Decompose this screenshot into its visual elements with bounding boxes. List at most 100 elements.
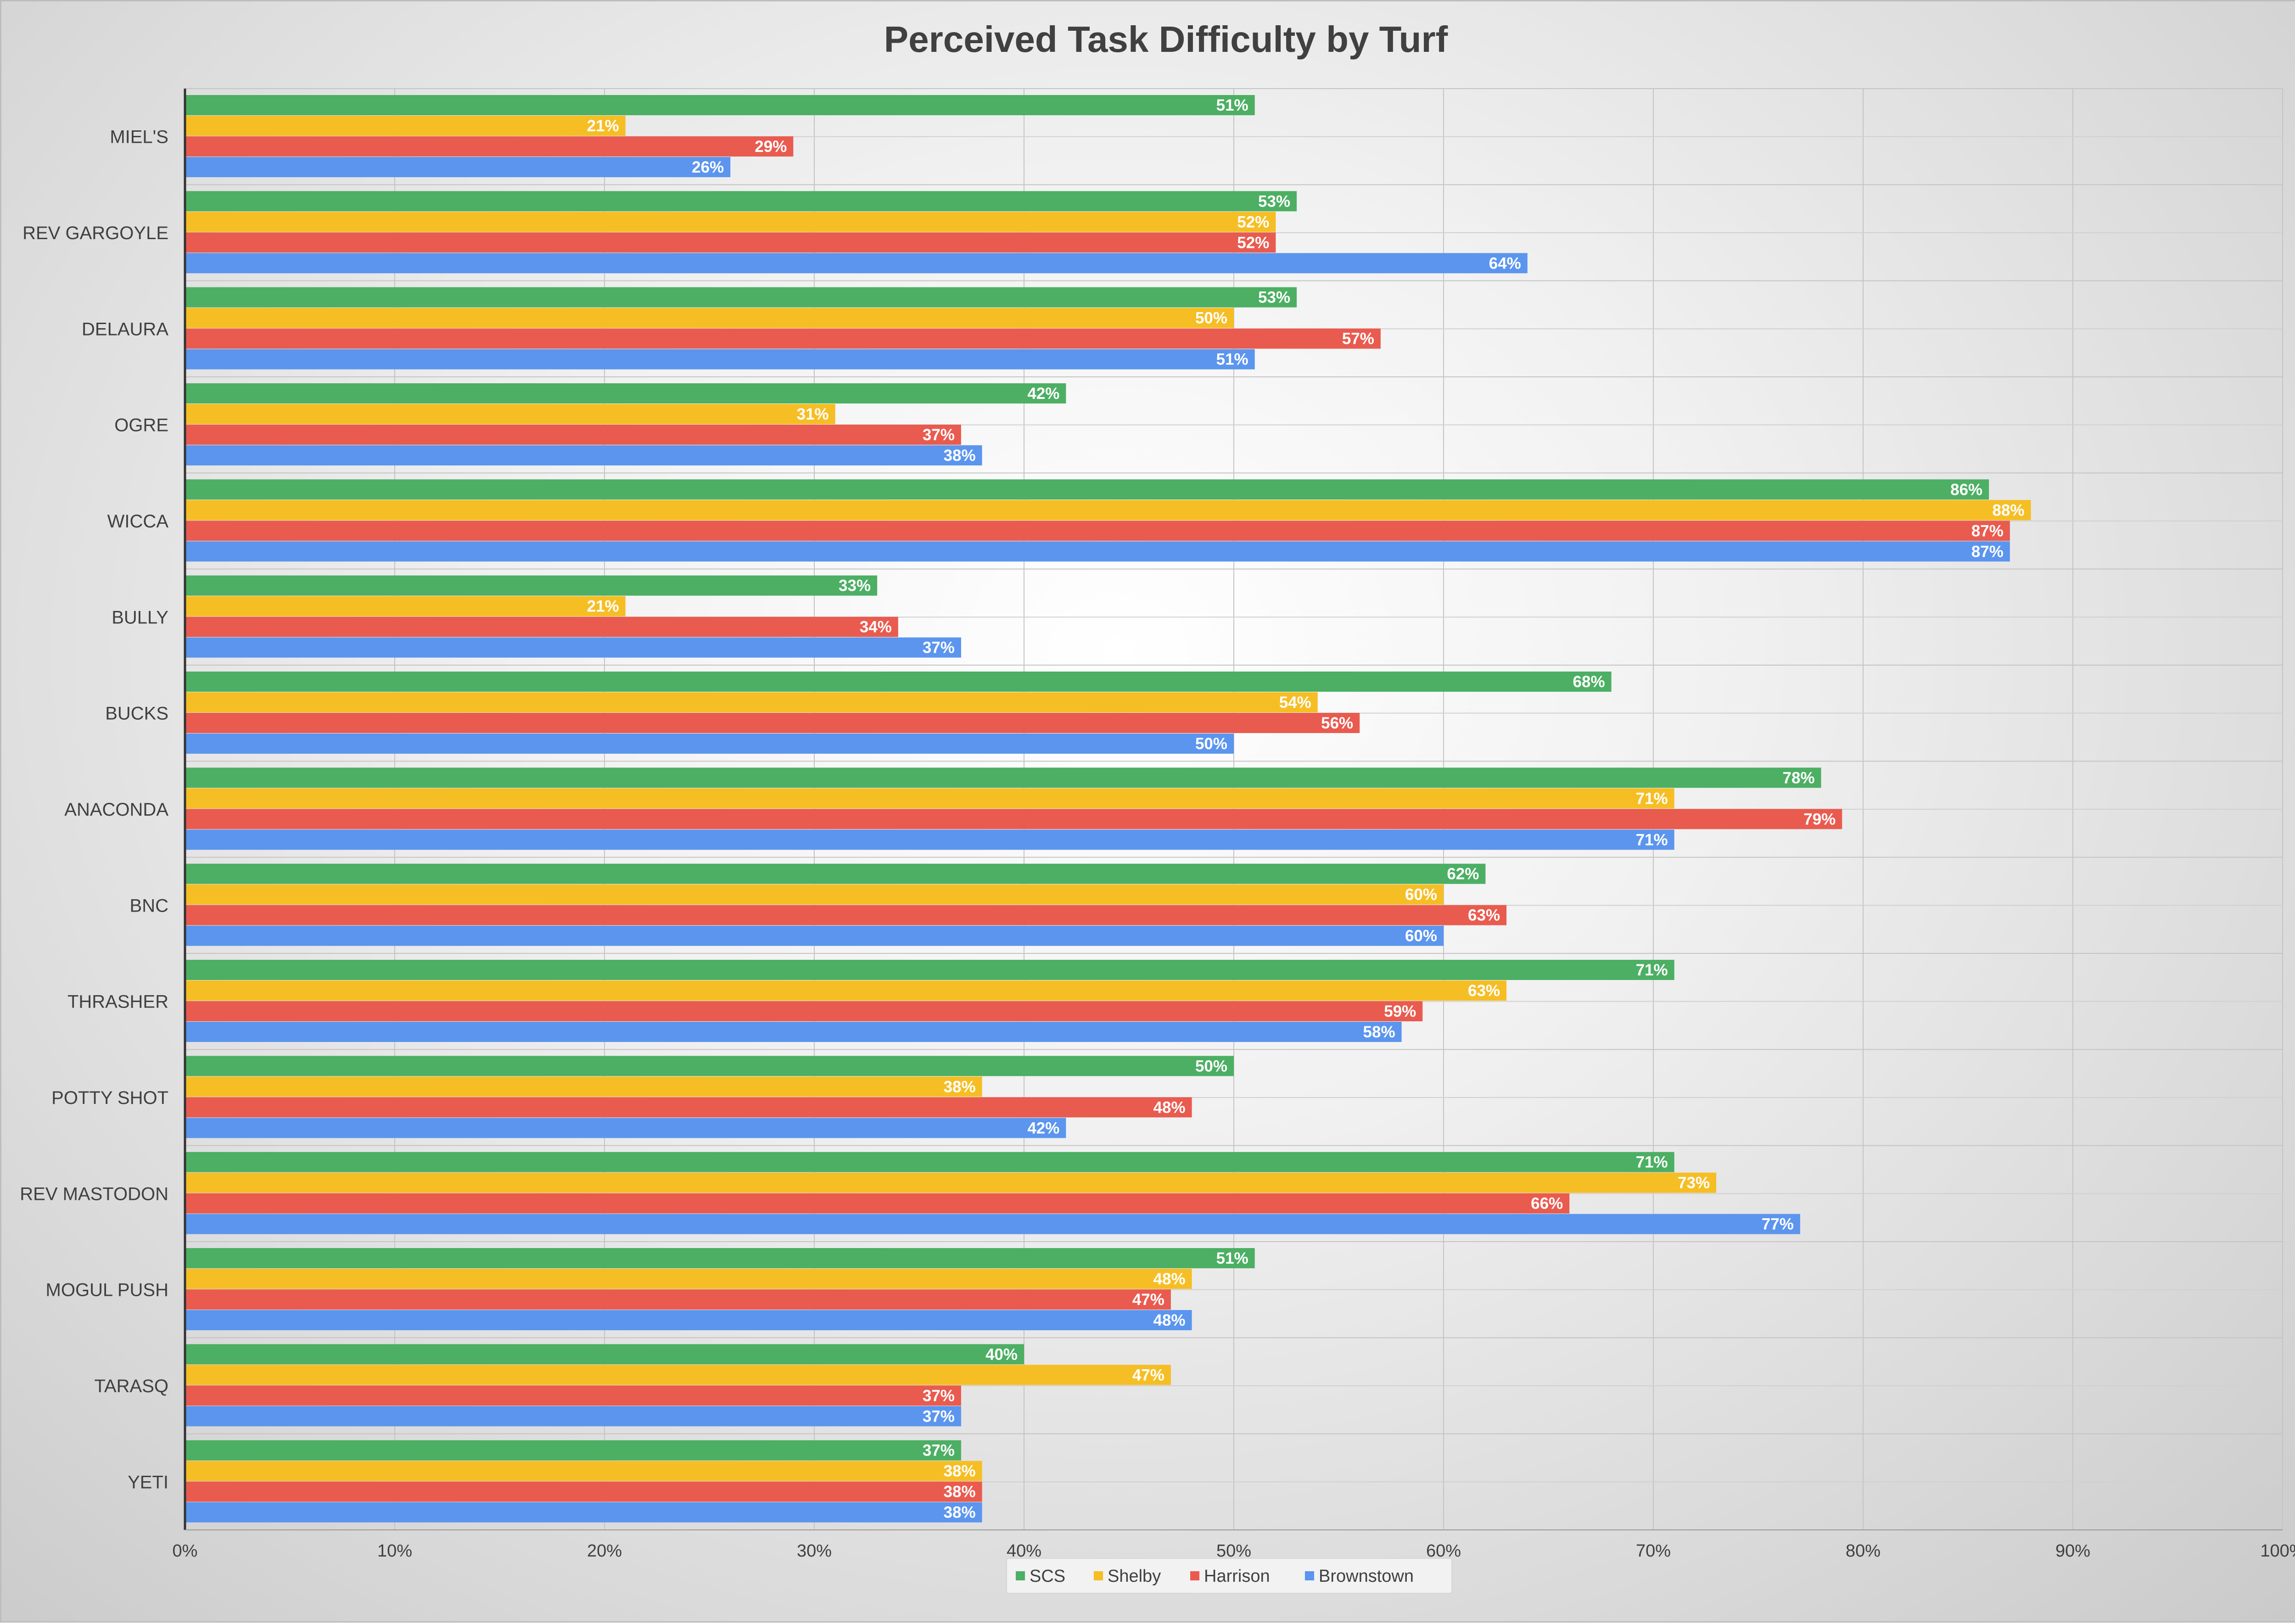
- bar-brownstown[interactable]: [185, 445, 982, 465]
- data-label: 21%: [587, 117, 619, 135]
- data-label: 71%: [1636, 961, 1668, 979]
- bar-scs[interactable]: [185, 383, 1066, 403]
- bar-harrison[interactable]: [185, 809, 1842, 829]
- bar-shelby[interactable]: [185, 308, 1234, 328]
- data-label: 71%: [1636, 790, 1668, 807]
- bar-harrison[interactable]: [185, 905, 1507, 925]
- data-label: 59%: [1384, 1002, 1416, 1020]
- data-label: 26%: [692, 158, 724, 176]
- data-label: 47%: [1132, 1366, 1164, 1384]
- bar-brownstown[interactable]: [185, 637, 961, 658]
- legend-label-brownstown[interactable]: Brownstown: [1319, 1567, 1414, 1586]
- bars: [185, 95, 2031, 1523]
- bar-scs[interactable]: [185, 191, 1297, 212]
- bar-harrison[interactable]: [185, 1001, 1423, 1021]
- bar-shelby[interactable]: [185, 500, 2031, 521]
- bar-harrison[interactable]: [185, 1289, 1171, 1310]
- legend[interactable]: SCS Shelby Harrison Brownstown: [1006, 1558, 1452, 1594]
- bar-shelby[interactable]: [185, 1365, 1171, 1385]
- bar-scs[interactable]: [185, 95, 1255, 115]
- bar-harrison[interactable]: [185, 425, 961, 445]
- bar-shelby[interactable]: [185, 212, 1276, 232]
- bar-scs[interactable]: [185, 1344, 1024, 1365]
- bar-brownstown[interactable]: [185, 734, 1234, 754]
- bar-shelby[interactable]: [185, 884, 1444, 905]
- data-label: 60%: [1405, 886, 1437, 904]
- bar-scs[interactable]: [185, 1152, 1674, 1172]
- bar-scs[interactable]: [185, 672, 1612, 692]
- bar-scs[interactable]: [185, 863, 1486, 884]
- bar-harrison[interactable]: [185, 136, 794, 157]
- bar-shelby[interactable]: [185, 116, 626, 136]
- bar-scs[interactable]: [185, 575, 878, 596]
- legend-label-shelby[interactable]: Shelby: [1108, 1567, 1161, 1586]
- bar-brownstown[interactable]: [185, 1406, 961, 1427]
- data-label: 31%: [797, 405, 829, 423]
- bar-harrison[interactable]: [185, 1193, 1570, 1214]
- data-label: 37%: [923, 1387, 955, 1405]
- category-label: OGRE: [114, 415, 168, 436]
- data-label: 60%: [1405, 927, 1437, 945]
- category-label: BNC: [130, 896, 168, 916]
- legend-swatch-scs: [1016, 1571, 1025, 1580]
- bar-brownstown[interactable]: [185, 1502, 982, 1523]
- bar-brownstown[interactable]: [185, 1022, 1402, 1042]
- bar-shelby[interactable]: [185, 788, 1674, 809]
- bar-shelby[interactable]: [185, 1461, 982, 1481]
- bar-shelby[interactable]: [185, 1076, 982, 1097]
- bar-brownstown[interactable]: [185, 157, 731, 177]
- data-label: 53%: [1258, 192, 1290, 210]
- x-tick-label: 80%: [1846, 1541, 1881, 1561]
- bar-shelby[interactable]: [185, 1269, 1192, 1289]
- data-label: 38%: [944, 1483, 976, 1501]
- data-label: 38%: [944, 447, 976, 465]
- bar-harrison[interactable]: [185, 328, 1381, 349]
- data-label: 64%: [1489, 254, 1521, 272]
- bar-brownstown[interactable]: [185, 541, 2010, 562]
- data-label: 40%: [985, 1345, 1018, 1363]
- category-label: REV MASTODON: [20, 1184, 168, 1204]
- bar-brownstown[interactable]: [185, 349, 1255, 370]
- bar-shelby[interactable]: [185, 596, 626, 616]
- data-label: 63%: [1468, 982, 1500, 1000]
- bar-harrison[interactable]: [185, 713, 1360, 733]
- bar-harrison[interactable]: [185, 1385, 961, 1406]
- bar-brownstown[interactable]: [185, 1118, 1066, 1138]
- bar-shelby[interactable]: [185, 1172, 1717, 1193]
- bar-scs[interactable]: [185, 1248, 1255, 1268]
- bar-shelby[interactable]: [185, 404, 835, 424]
- legend-label-scs[interactable]: SCS: [1030, 1567, 1065, 1586]
- x-tick-label: 90%: [2055, 1541, 2090, 1561]
- bar-brownstown[interactable]: [185, 925, 1444, 946]
- bar-scs[interactable]: [185, 287, 1297, 308]
- bar-scs[interactable]: [185, 767, 1821, 788]
- bar-scs[interactable]: [185, 1056, 1234, 1076]
- legend-label-harrison[interactable]: Harrison: [1204, 1567, 1270, 1586]
- data-label: 37%: [923, 426, 955, 444]
- bar-scs[interactable]: [185, 960, 1674, 980]
- x-tick-label: 0%: [173, 1541, 198, 1561]
- bar-brownstown[interactable]: [185, 829, 1674, 850]
- data-label: 71%: [1636, 831, 1668, 849]
- bar-shelby[interactable]: [185, 692, 1318, 712]
- bar-harrison[interactable]: [185, 1097, 1192, 1118]
- bar-harrison[interactable]: [185, 616, 898, 637]
- bar-harrison[interactable]: [185, 521, 2010, 541]
- data-label: 42%: [1027, 1119, 1059, 1137]
- bar-shelby[interactable]: [185, 980, 1507, 1001]
- bar-brownstown[interactable]: [185, 1214, 1800, 1234]
- bar-brownstown[interactable]: [185, 1310, 1192, 1330]
- data-label: 50%: [1195, 1057, 1227, 1075]
- bar-scs[interactable]: [185, 479, 1989, 500]
- category-label: TARASQ: [94, 1376, 168, 1396]
- bar-scs[interactable]: [185, 1440, 961, 1461]
- bar-brownstown[interactable]: [185, 253, 1528, 274]
- bar-harrison[interactable]: [185, 232, 1276, 253]
- data-label: 88%: [1993, 501, 2025, 519]
- bar-harrison[interactable]: [185, 1481, 982, 1502]
- data-label: 77%: [1762, 1215, 1794, 1233]
- x-tick-label: 70%: [1636, 1541, 1671, 1561]
- category-label: YETI: [128, 1472, 168, 1492]
